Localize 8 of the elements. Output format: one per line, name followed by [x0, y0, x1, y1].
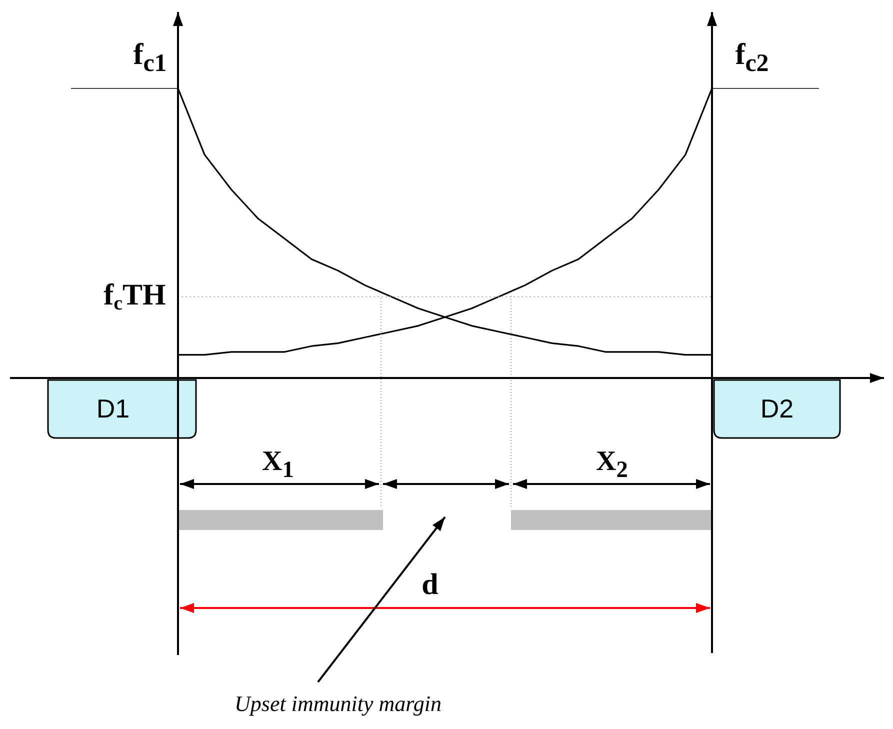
text: X$_{2}$ — [596, 446, 628, 484]
text: f$_{c2}$ — [735, 38, 769, 78]
text: D2 — [760, 394, 794, 424]
text: Upset immunity margin — [234, 691, 442, 717]
text: f$_{c1}$ — [133, 38, 167, 78]
text: X$_{1}$ — [262, 446, 294, 484]
text: d — [422, 568, 438, 602]
text: D1 — [96, 394, 130, 424]
